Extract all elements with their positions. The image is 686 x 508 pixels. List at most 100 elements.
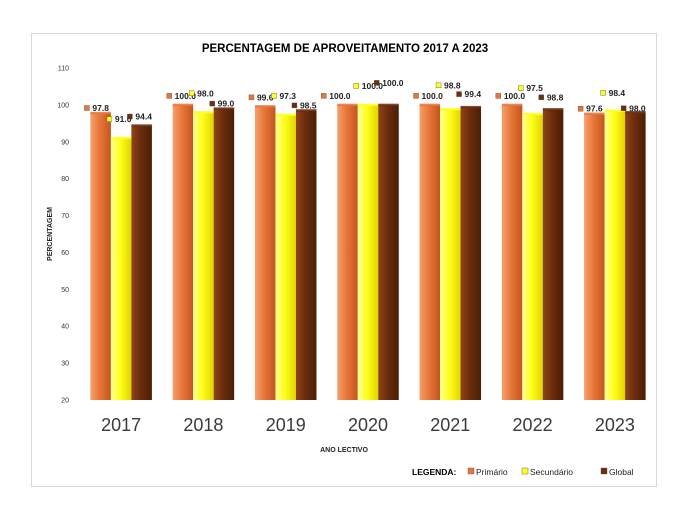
- data-label-marker-2023-1: [600, 90, 606, 96]
- bar-2018-secundário: [193, 112, 214, 401]
- bar-cap-2019-1: [275, 113, 296, 117]
- data-label-marker-2019-2: [291, 102, 298, 109]
- bar-cap-2022-2: [542, 108, 564, 111]
- data-label-2021-secundário: 98.8: [444, 80, 461, 90]
- bar-2023-global: [625, 112, 646, 401]
- y-tick-label-6: 80: [61, 176, 69, 183]
- chart-title: PERCENTAGEM DE APROVEITAMENTO 2017 A 202…: [202, 43, 488, 55]
- data-label-marker-2020-2: [374, 80, 380, 86]
- y-tick-label-2: 40: [61, 324, 69, 331]
- bar-cap-2021-2: [460, 105, 482, 109]
- bar-cap-2023-0: [584, 112, 605, 115]
- legend-swatch-primário: [467, 467, 475, 475]
- bar-cap-2020-2: [378, 103, 399, 107]
- bar-cap-2021-0: [419, 103, 441, 107]
- bar-2020-global: [378, 104, 399, 400]
- chart-frame: PERCENTAGEM DE APROVEITAMENTO 2017 A 202…: [31, 33, 657, 487]
- data-label-marker-2022-0: [495, 93, 502, 99]
- bar-cap-2023-1: [604, 109, 626, 112]
- bar-2017-primário: [90, 113, 111, 400]
- bar-cap-2022-0: [501, 103, 523, 107]
- x-tick-label-2023: 2023: [595, 415, 635, 435]
- data-label-marker-2019-0: [248, 94, 255, 101]
- data-label-marker-2021-0: [413, 93, 419, 99]
- data-label-2017-secundário: 91.0: [115, 114, 132, 124]
- data-label-marker-2021-1: [435, 82, 442, 89]
- bar-2019-global: [295, 110, 317, 400]
- bar-cap-2017-1: [110, 136, 132, 140]
- x-axis-label: ANO LECTIVO: [320, 447, 368, 454]
- bar-2022-primário: [501, 104, 523, 400]
- x-tick-label-2019: 2019: [266, 415, 306, 435]
- bar-2021-primário: [419, 104, 441, 400]
- data-label-marker-2017-2: [127, 113, 133, 120]
- legend-swatch-global: [600, 467, 608, 475]
- legend-label-primário: Primário: [476, 467, 508, 477]
- data-label-2017-global: 94.4: [135, 112, 152, 122]
- data-label-2018-secundário: 98.0: [197, 88, 214, 98]
- data-label-2021-primário: 100.0: [422, 91, 444, 101]
- bar-cap-2018-2: [213, 107, 235, 110]
- bar-cap-2020-0: [337, 103, 358, 107]
- bar-cap-2019-2: [295, 109, 317, 112]
- bar-2020-secundário: [357, 104, 379, 400]
- y-tick-label-5: 70: [61, 213, 69, 220]
- data-label-2019-global: 98.5: [300, 100, 317, 110]
- data-label-2018-primário: 100.0: [175, 91, 197, 101]
- data-label-marker-2019-1: [271, 93, 277, 99]
- data-label-2019-secundário: 97.3: [279, 91, 296, 101]
- bar-cap-2017-0: [90, 111, 111, 115]
- data-label-marker-2017-1: [106, 116, 113, 122]
- data-label-2023-secundário: 98.4: [609, 88, 626, 98]
- data-label-2022-primário: 100.0: [504, 91, 526, 101]
- data-label-2022-global: 98.8: [547, 92, 564, 102]
- y-tick-label-0: 20: [61, 398, 69, 405]
- data-label-marker-2022-2: [538, 94, 545, 101]
- y-tick-label-7: 90: [61, 139, 69, 146]
- bars-layer: [90, 103, 646, 401]
- y-axis-ticks: 20 30 40 50 60 70 80 90 100 110: [57, 66, 69, 405]
- bar-2023-secundário: [604, 110, 626, 401]
- bar-2018-primário: [172, 104, 194, 400]
- bar-cap-2022-1: [522, 112, 543, 116]
- data-label-2017-primário: 97.8: [92, 103, 109, 113]
- data-label-2020-secundário: 100.0: [362, 81, 384, 91]
- legend-swatch-secundário: [521, 467, 529, 475]
- legend-title: LEGENDA:: [412, 467, 457, 477]
- data-label-marker-2018-1: [188, 90, 195, 96]
- bar-2022-secundário: [522, 114, 543, 400]
- x-tick-label-2018: 2018: [183, 415, 223, 435]
- data-label-2021-global: 99.4: [465, 89, 482, 99]
- data-label-2022-secundário: 97.5: [526, 83, 543, 93]
- bar-2017-global: [131, 125, 152, 401]
- data-label-marker-2021-2: [456, 91, 462, 97]
- data-label-marker-2020-1: [353, 83, 359, 89]
- data-label-marker-2018-0: [166, 93, 172, 99]
- bar-2021-secundário: [440, 109, 461, 400]
- data-label-marker-2023-0: [577, 106, 584, 112]
- bar-2019-secundário: [275, 114, 296, 401]
- y-tick-label-9: 110: [58, 66, 69, 73]
- bar-2019-primário: [254, 106, 276, 400]
- x-tick-label-2017: 2017: [101, 415, 141, 435]
- legend-label-global: Global: [609, 467, 634, 477]
- bar-2022-global: [542, 109, 564, 400]
- data-label-2018-global: 99.0: [218, 99, 235, 109]
- y-tick-label-1: 30: [61, 361, 69, 368]
- bar-2017-secundário: [110, 138, 132, 400]
- chart-canvas: PERCENTAGEM DE APROVEITAMENTO 2017 A 202…: [47, 43, 646, 477]
- data-label-marker-2023-2: [620, 105, 627, 111]
- x-tick-label-2022: 2022: [513, 415, 553, 435]
- x-tick-label-2021: 2021: [430, 415, 470, 435]
- bar-2020-primário: [337, 104, 358, 400]
- data-label-marker-2018-2: [209, 100, 215, 107]
- bar-2023-primário: [584, 113, 605, 401]
- bar-cap-2020-1: [357, 103, 379, 107]
- data-label-2020-global: 100.0: [382, 78, 404, 88]
- data-label-2019-primário: 99.6: [257, 92, 274, 102]
- bar-cap-2017-2: [131, 124, 152, 127]
- bar-2018-global: [213, 108, 235, 401]
- x-tick-label-2020: 2020: [348, 415, 388, 435]
- y-tick-label-4: 60: [61, 250, 69, 257]
